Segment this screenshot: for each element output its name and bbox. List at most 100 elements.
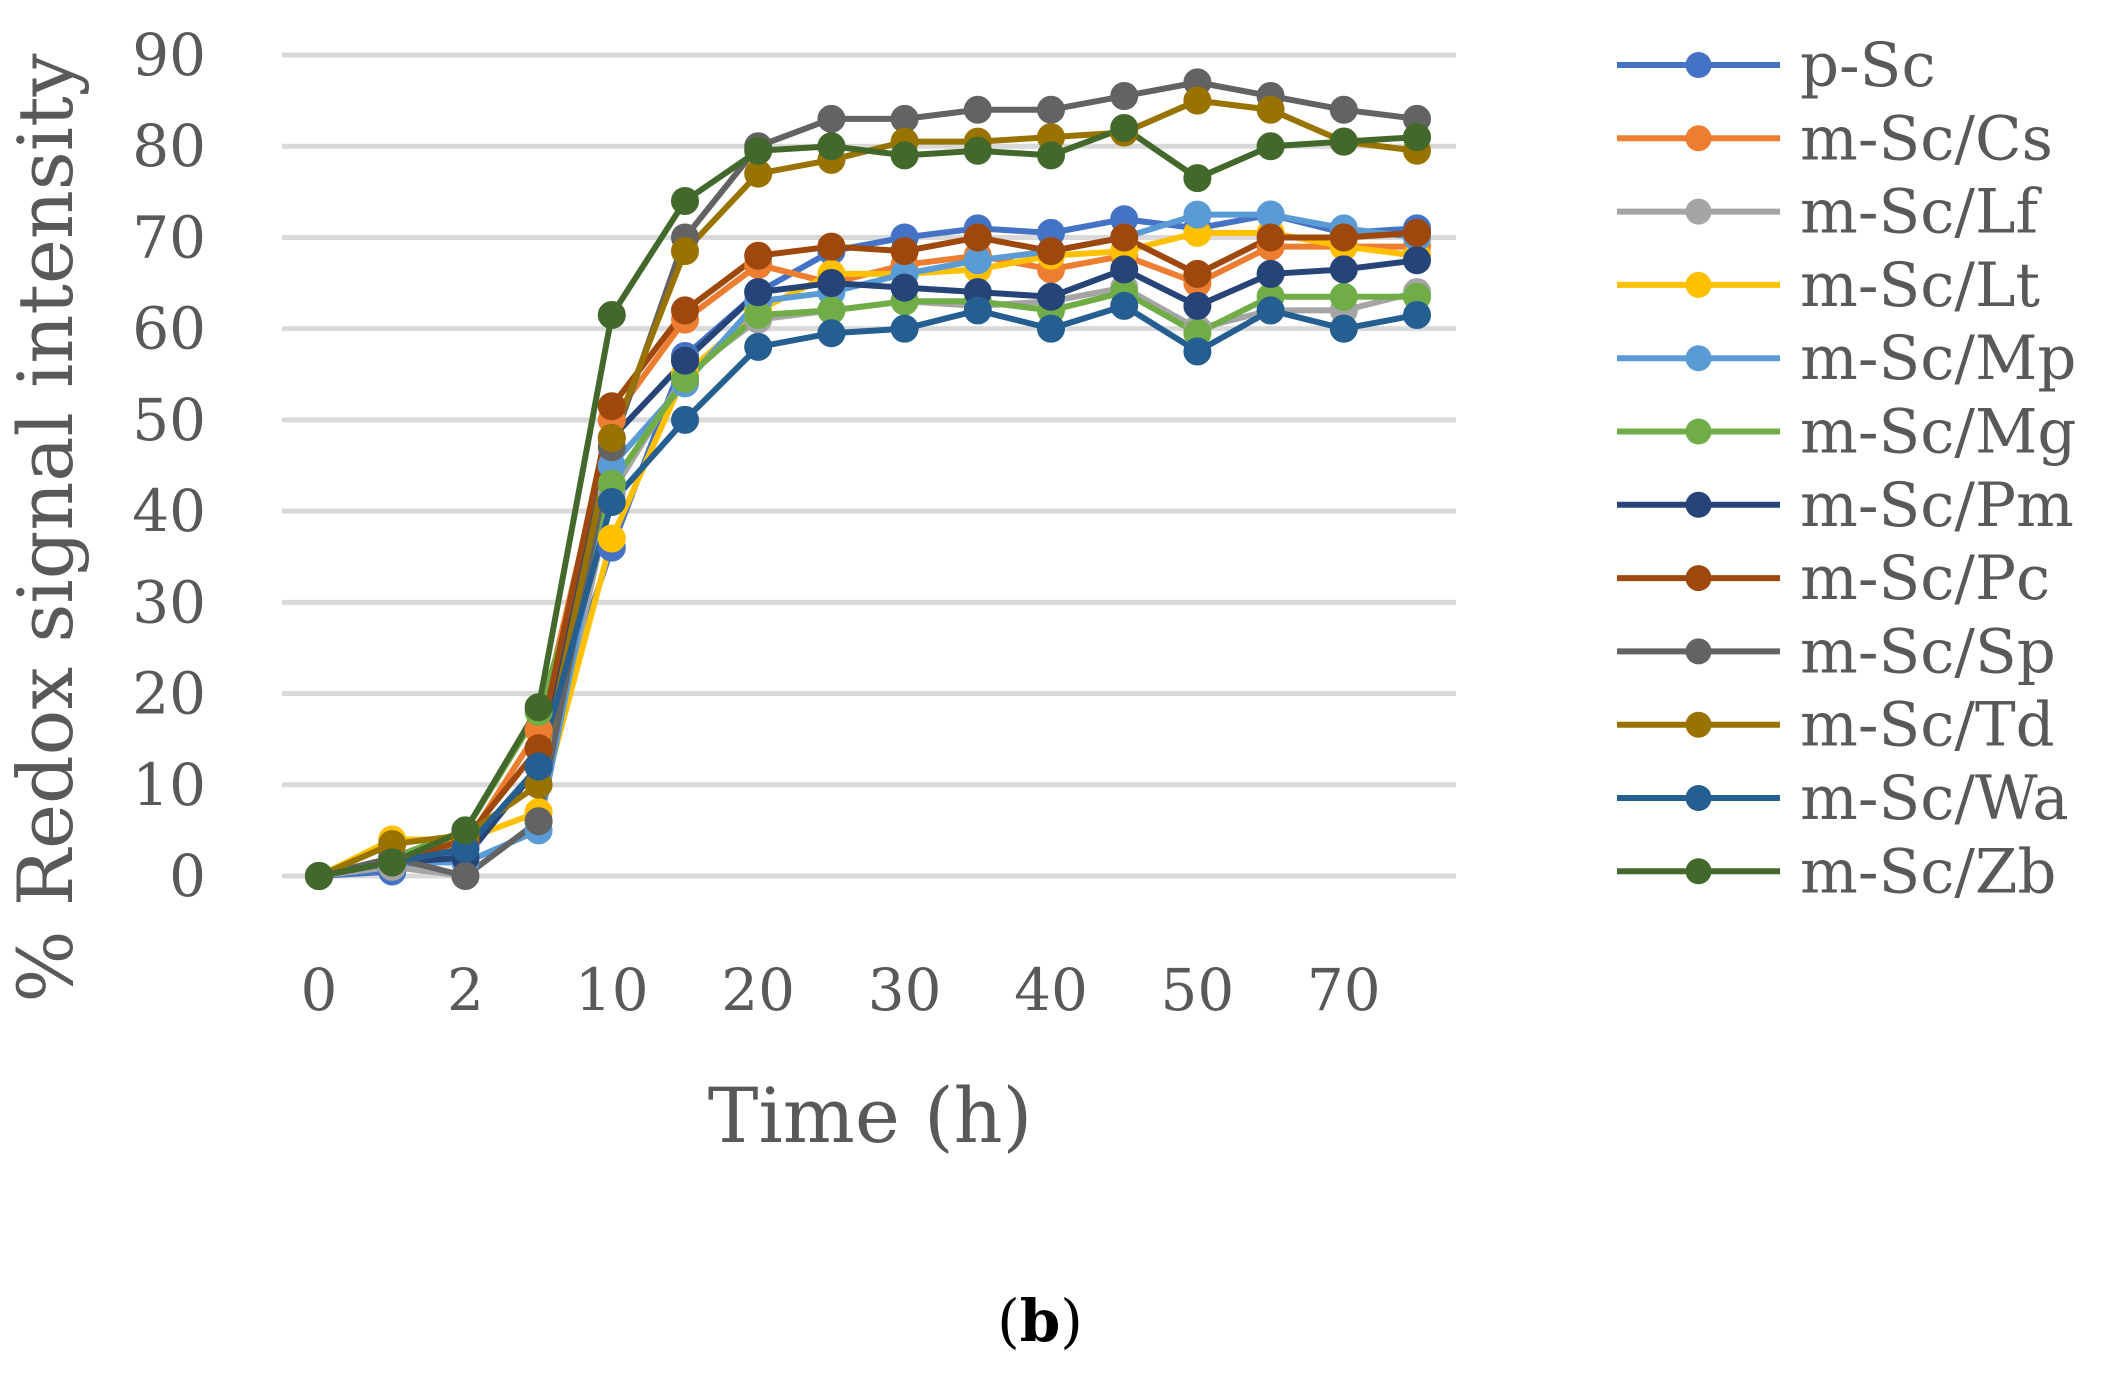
data-point: [1403, 300, 1431, 329]
data-point: [1329, 127, 1358, 156]
data-point: [963, 296, 992, 325]
data-point: [1256, 223, 1285, 252]
legend-marker: [1685, 491, 1712, 518]
data-point: [1183, 259, 1212, 288]
data-point: [671, 186, 699, 215]
data-point: [1183, 86, 1212, 115]
y-tick-label: 10: [132, 751, 206, 819]
legend-marker: [1685, 271, 1712, 298]
series-line: [316, 229, 1420, 879]
legend-marker: [1685, 785, 1712, 811]
data-point: [817, 104, 846, 133]
data-point: [524, 693, 553, 722]
y-tick-label: 90: [132, 21, 206, 89]
data-point: [890, 314, 919, 343]
x-axis-label: Time (h): [708, 1071, 1032, 1160]
data-point: [671, 296, 699, 325]
panel-label-open: (: [997, 1287, 1020, 1355]
legend-label: m-Sc/Mp: [1800, 323, 2076, 394]
data-point: [744, 136, 773, 165]
legend-label: m-Sc/Pc: [1800, 543, 2050, 614]
data-point: [597, 392, 626, 421]
legend-marker: [1685, 418, 1712, 445]
y-tick-label: 20: [132, 660, 206, 728]
series-line: [316, 243, 1420, 879]
data-point: [1329, 314, 1358, 343]
data-point: [1403, 246, 1431, 275]
legend-label: m-Sc/Lf: [1800, 177, 2042, 248]
y-axis-ticks: 0 10 20 30 40 50 60 70 80 90: [132, 21, 206, 910]
data-point: [597, 524, 626, 553]
data-point: [963, 95, 992, 124]
data-point: [744, 332, 773, 361]
data-point: [1037, 237, 1065, 266]
data-point: [671, 405, 699, 434]
y-axis-label: % Redox signal intensity: [1, 53, 90, 1002]
data-point: [1037, 95, 1065, 124]
data-point: [1110, 82, 1139, 111]
data-point: [817, 132, 846, 161]
data-point: [963, 223, 992, 252]
series-lines: [316, 79, 1420, 879]
data-point: [451, 816, 480, 845]
legend-label: m-Sc/Pm: [1800, 470, 2074, 541]
data-point: [890, 141, 919, 170]
data-point: [597, 487, 626, 516]
data-point: [524, 807, 553, 836]
series-line: [316, 124, 1420, 879]
x-tick-label: 2: [447, 956, 484, 1024]
data-point: [1256, 132, 1285, 161]
series-markers: [305, 68, 1431, 890]
data-point: [1329, 282, 1358, 311]
series-line: [316, 229, 1420, 879]
legend-marker: [1685, 858, 1712, 885]
data-point: [963, 136, 992, 165]
y-tick-label: 0: [169, 842, 206, 910]
panel-label-close: ): [1060, 1287, 1083, 1355]
data-point: [1183, 200, 1212, 229]
data-point: [671, 237, 699, 266]
data-point: [890, 237, 919, 266]
legend-marker: [1685, 345, 1712, 372]
series-line: [316, 289, 1420, 879]
data-point: [1110, 255, 1139, 284]
y-tick-label: 60: [132, 295, 206, 363]
legend-marker: [1685, 565, 1712, 592]
data-point: [744, 278, 773, 307]
data-point: [1110, 223, 1139, 252]
x-tick-label: 50: [1160, 956, 1234, 1024]
data-point: [1183, 291, 1212, 320]
data-point: [1403, 218, 1431, 247]
data-point: [1037, 282, 1065, 311]
panel-label-letter: b: [1020, 1287, 1061, 1355]
x-tick-label: 30: [868, 956, 942, 1024]
data-point: [671, 346, 699, 375]
data-point: [1256, 259, 1285, 288]
data-point: [1329, 255, 1358, 284]
data-point: [1183, 164, 1212, 193]
series-line: [316, 302, 1420, 879]
data-point: [817, 232, 846, 261]
data-point: [1329, 95, 1358, 124]
y-tick-label: 40: [132, 477, 206, 545]
data-point: [1183, 337, 1212, 366]
legend-marker: [1685, 711, 1712, 738]
data-point: [890, 273, 919, 302]
legend-label: m-Sc/Cs: [1800, 103, 2053, 174]
legend-label: m-Sc/Td: [1800, 690, 2055, 761]
x-tick-label: 70: [1307, 956, 1381, 1024]
legend-label: m-Sc/Sp: [1800, 616, 2056, 687]
data-point: [597, 300, 626, 329]
data-point: [817, 269, 846, 298]
data-point: [451, 862, 480, 890]
data-point: [597, 424, 626, 453]
legend-label: m-Sc/Wa: [1800, 763, 2069, 834]
data-point: [1037, 141, 1065, 170]
gridlines: [282, 52, 1456, 879]
y-tick-label: 30: [132, 568, 206, 636]
data-point: [1256, 95, 1285, 124]
data-point: [817, 319, 846, 348]
legend: p-Scm-Sc/Csm-Sc/Lfm-Sc/Ltm-Sc/Mpm-Sc/Mgm…: [1617, 30, 2076, 907]
